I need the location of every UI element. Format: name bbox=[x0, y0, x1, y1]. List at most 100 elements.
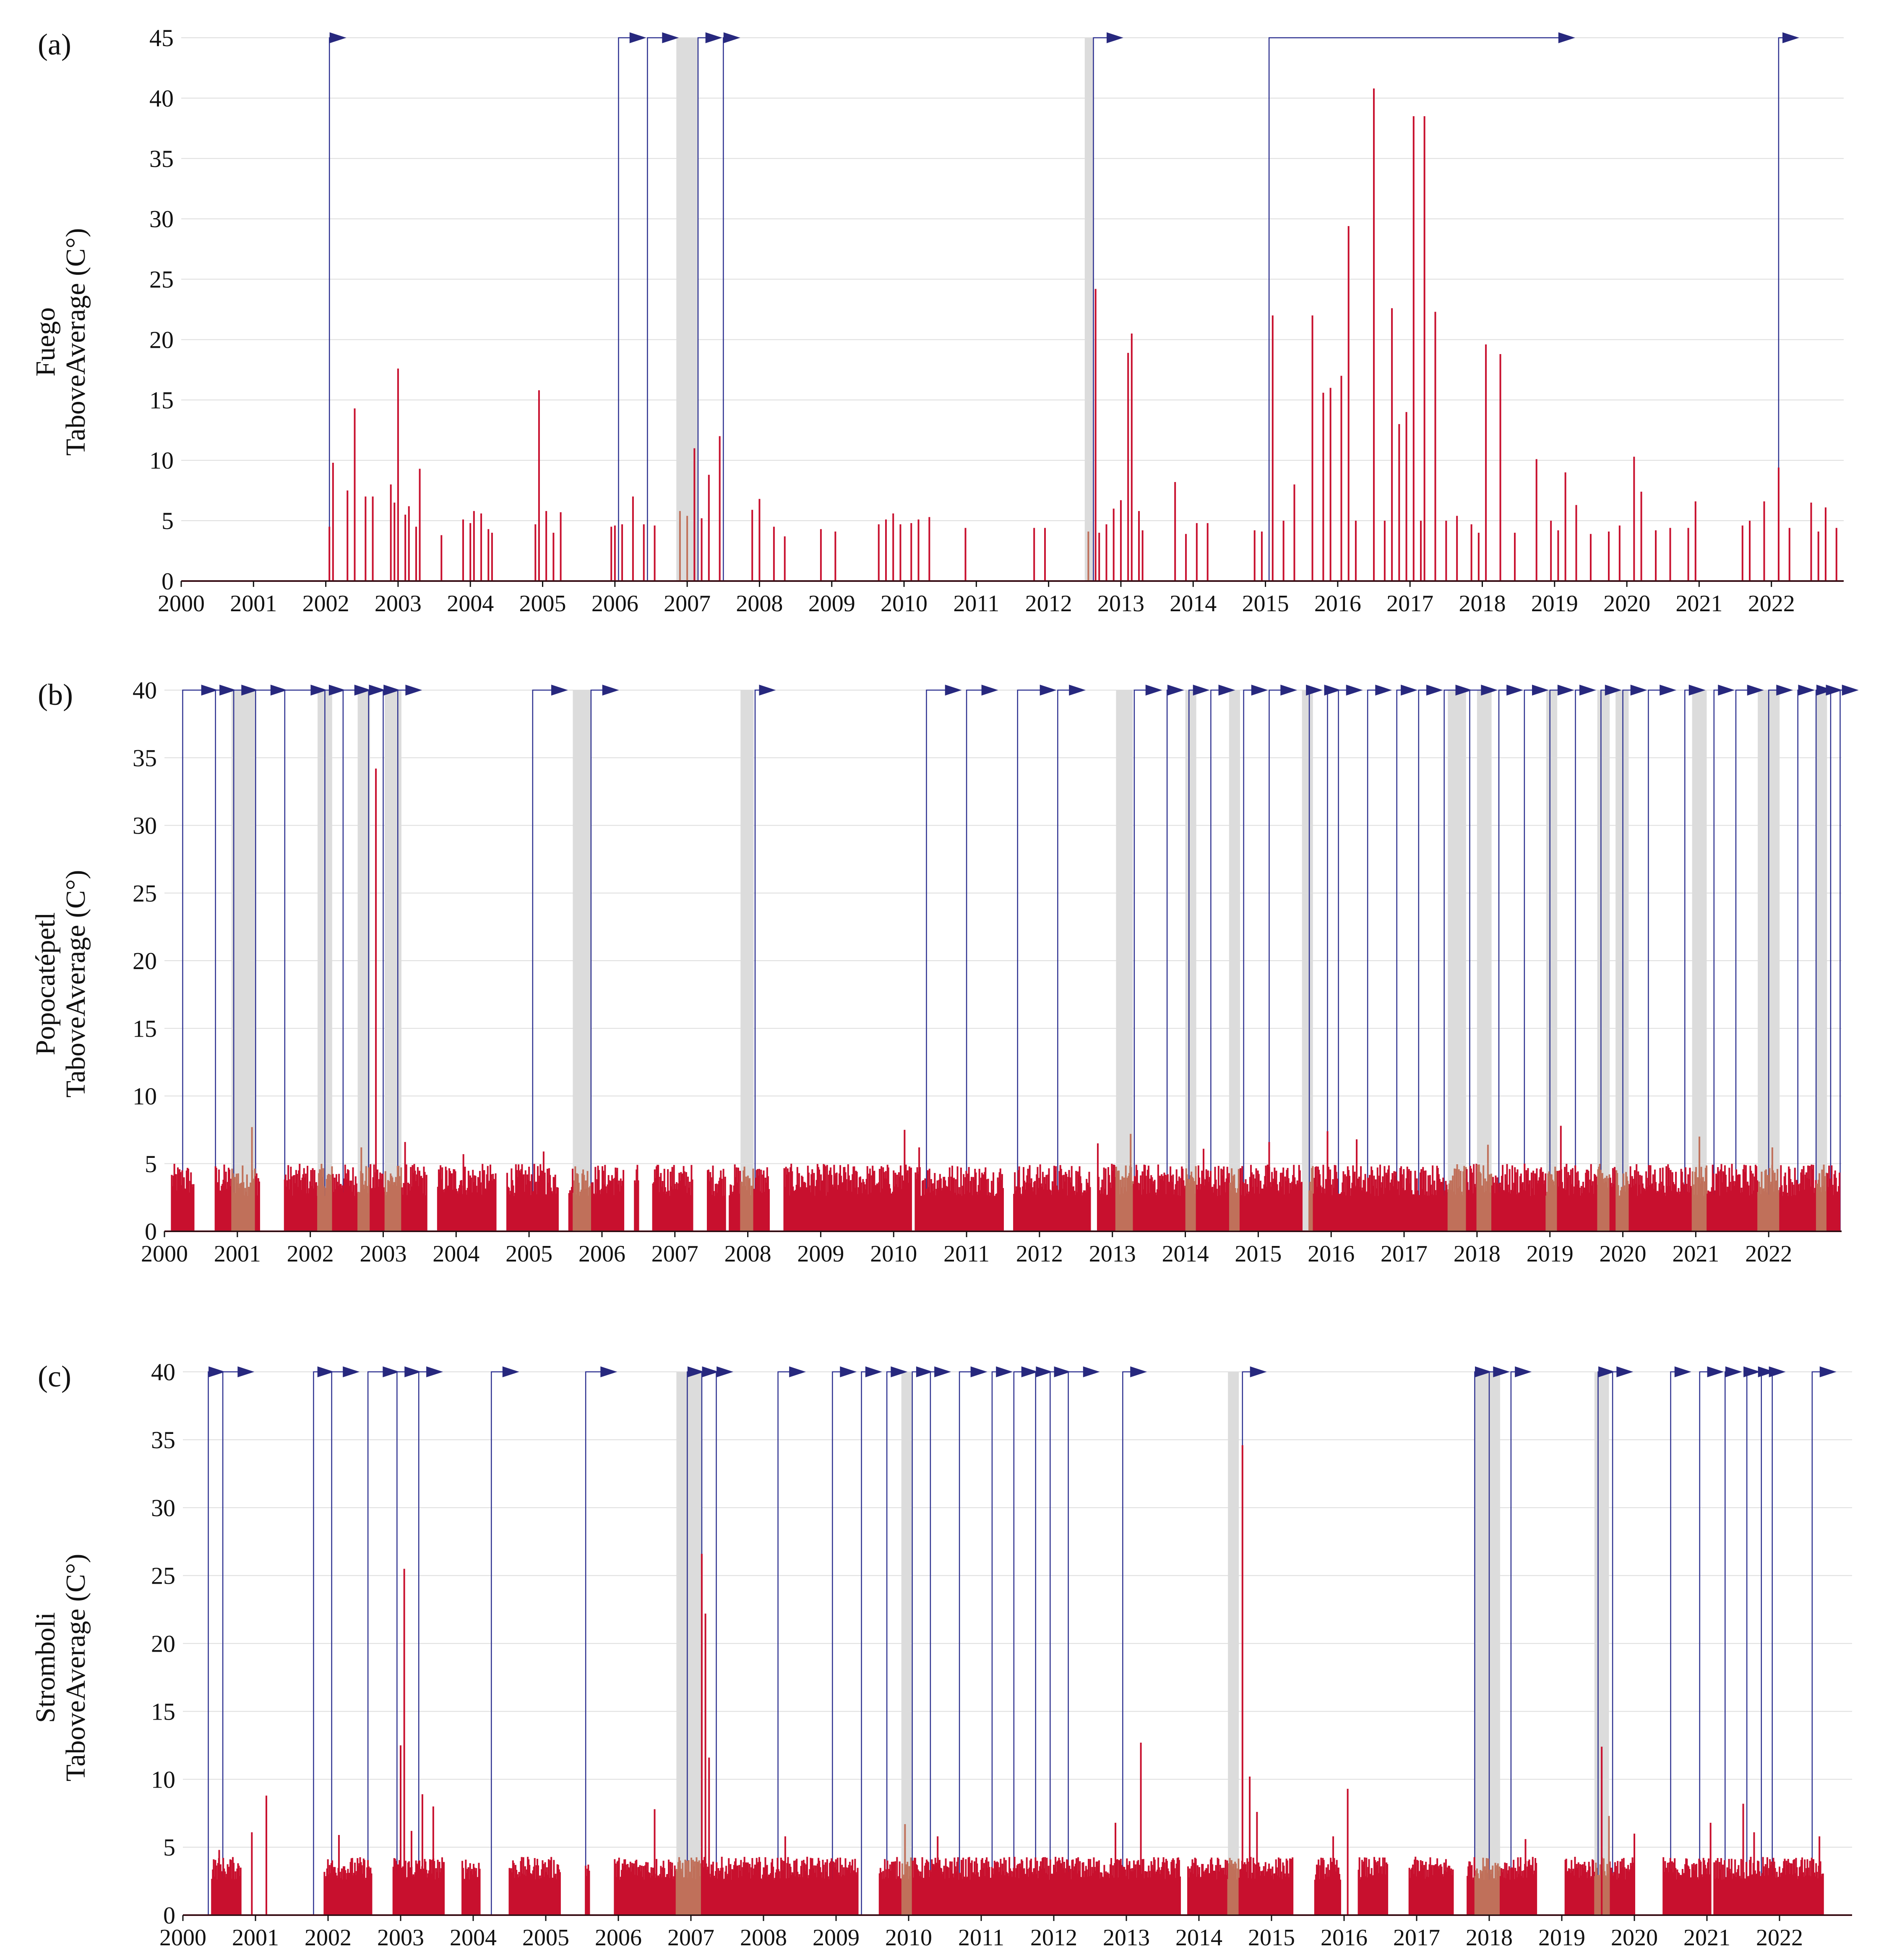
x-tick-label: 2022 bbox=[1756, 1925, 1803, 1951]
x-tick-label: 2011 bbox=[958, 1925, 1004, 1951]
y-axis-quantity: TaboveAverage (C°) bbox=[60, 228, 91, 456]
x-tick-label: 2020 bbox=[1600, 1241, 1647, 1267]
x-tick-label: 2004 bbox=[447, 591, 494, 617]
shaded-period bbox=[1229, 690, 1240, 1231]
eruption-marker-line bbox=[1443, 689, 1457, 1231]
eruption-marker-line bbox=[1396, 689, 1403, 1231]
y-axis-volcano-name: Stromboli bbox=[30, 1612, 61, 1723]
x-tick-label: 2015 bbox=[1235, 1241, 1282, 1267]
x-tick-label: 2016 bbox=[1321, 1925, 1368, 1951]
y-tick-label: 35 bbox=[133, 744, 157, 771]
eruption-marker-line bbox=[1510, 1371, 1517, 1915]
x-tick-label: 2018 bbox=[1466, 1925, 1513, 1951]
eruption-marker-line bbox=[255, 689, 272, 1231]
eruption-arrow bbox=[1306, 685, 1323, 696]
eruption-arrow bbox=[945, 685, 962, 696]
eruption-marker-line bbox=[1600, 689, 1607, 1231]
eruption-arrow bbox=[219, 685, 237, 696]
eruption-arrow bbox=[1167, 685, 1184, 696]
y-tick-label: 30 bbox=[151, 1494, 175, 1522]
eruption-marker-line bbox=[396, 1371, 406, 1915]
eruption-marker-line bbox=[1549, 689, 1559, 1231]
eruption-arrow bbox=[237, 1366, 255, 1377]
eruption-arrow bbox=[1455, 685, 1472, 696]
eruption-arrow bbox=[1819, 1366, 1837, 1377]
y-tick-label: 10 bbox=[151, 1766, 175, 1793]
shaded-period bbox=[1084, 38, 1094, 581]
eruption-arrow bbox=[201, 685, 218, 696]
x-tick-label: 2004 bbox=[450, 1925, 497, 1951]
eruption-arrow bbox=[602, 685, 619, 696]
x-tick-label: 2001 bbox=[232, 1925, 279, 1951]
x-tick-label: 2012 bbox=[1030, 1925, 1077, 1951]
x-tick-label: 2002 bbox=[302, 591, 349, 617]
x-tick-label: 2008 bbox=[740, 1925, 787, 1951]
eruption-arrow bbox=[705, 32, 722, 43]
eruption-marker-line bbox=[1778, 37, 1785, 581]
x-tick-label: 2022 bbox=[1745, 1241, 1792, 1267]
eruption-arrow bbox=[1193, 685, 1210, 696]
eruption-marker-line bbox=[1575, 689, 1581, 1231]
eruption-arrow bbox=[354, 685, 371, 696]
eruption-arrow bbox=[1475, 1366, 1492, 1377]
eruption-arrow bbox=[1747, 685, 1764, 696]
x-tick-label: 2005 bbox=[519, 591, 566, 617]
x-tick-label: 2014 bbox=[1175, 1925, 1222, 1951]
x-tick-label: 2008 bbox=[724, 1241, 771, 1267]
eruption-marker-line bbox=[1612, 1371, 1618, 1915]
x-tick-label: 2018 bbox=[1459, 591, 1506, 617]
y-tick-label: 40 bbox=[149, 85, 174, 112]
x-tick-label: 2019 bbox=[1527, 1241, 1574, 1267]
eruption-marker-line bbox=[1338, 689, 1348, 1231]
x-tick-label: 2002 bbox=[305, 1925, 352, 1951]
y-tick-label: 5 bbox=[145, 1150, 157, 1178]
x-tick-label: 2019 bbox=[1538, 1925, 1585, 1951]
x-tick-label: 2000 bbox=[158, 591, 205, 617]
eruption-marker-line bbox=[912, 1371, 918, 1915]
x-tick-label: 2017 bbox=[1386, 591, 1433, 617]
eruption-marker-line bbox=[1068, 1371, 1085, 1915]
eruption-arrow bbox=[916, 1366, 933, 1377]
eruption-marker-line bbox=[966, 689, 983, 1231]
x-tick-label: 2013 bbox=[1097, 591, 1144, 617]
eruption-marker-line bbox=[991, 1371, 998, 1915]
eruption-arrow bbox=[934, 1366, 951, 1377]
eruption-arrow bbox=[687, 1366, 704, 1377]
x-tick-label: 2005 bbox=[505, 1241, 552, 1267]
eruption-arrow bbox=[1782, 32, 1800, 43]
x-tick-label: 2006 bbox=[578, 1241, 625, 1267]
x-tick-label: 2016 bbox=[1308, 1241, 1355, 1267]
eruption-arrow bbox=[1069, 685, 1086, 696]
x-tick-label: 2020 bbox=[1603, 591, 1650, 617]
eruption-marker-line bbox=[590, 689, 604, 1231]
y-tick-label: 20 bbox=[151, 1630, 175, 1658]
y-tick-label: 15 bbox=[151, 1698, 175, 1725]
eruption-arrow bbox=[840, 1366, 857, 1377]
eruption-arrow bbox=[1557, 685, 1574, 696]
shaded-period bbox=[1228, 1372, 1239, 1915]
y-axis-volcano-name: Popocatépetl bbox=[30, 912, 61, 1056]
eruption-marker-line bbox=[1524, 689, 1534, 1231]
y-axis-volcano-name: Fuego bbox=[30, 308, 61, 377]
eruption-marker-line bbox=[328, 37, 331, 581]
eruption-arrow bbox=[702, 1366, 719, 1377]
x-tick-label: 2021 bbox=[1672, 1241, 1719, 1267]
shaded-period bbox=[1185, 690, 1196, 1231]
eruption-marker-line bbox=[959, 1371, 972, 1915]
x-tick-label: 2003 bbox=[377, 1925, 424, 1951]
eruption-marker-line bbox=[1367, 689, 1377, 1231]
eruption-arrow bbox=[600, 1366, 618, 1377]
eruption-marker-line bbox=[1811, 1371, 1821, 1915]
eruption-arrow bbox=[1725, 1366, 1742, 1377]
eruption-marker-line bbox=[1418, 689, 1428, 1231]
y-tick-label: 5 bbox=[163, 1834, 175, 1861]
x-tick-label: 2000 bbox=[159, 1925, 206, 1951]
y-tick-label: 25 bbox=[133, 880, 157, 907]
eruption-arrow bbox=[1130, 1366, 1147, 1377]
x-tick-label: 2014 bbox=[1162, 1241, 1209, 1267]
y-axis-label: StromboliTaboveAverage (C°) bbox=[30, 1554, 91, 1782]
eruption-arrow bbox=[1674, 1366, 1691, 1377]
eruption-arrow bbox=[1251, 685, 1268, 696]
eruption-arrow bbox=[1718, 685, 1735, 696]
